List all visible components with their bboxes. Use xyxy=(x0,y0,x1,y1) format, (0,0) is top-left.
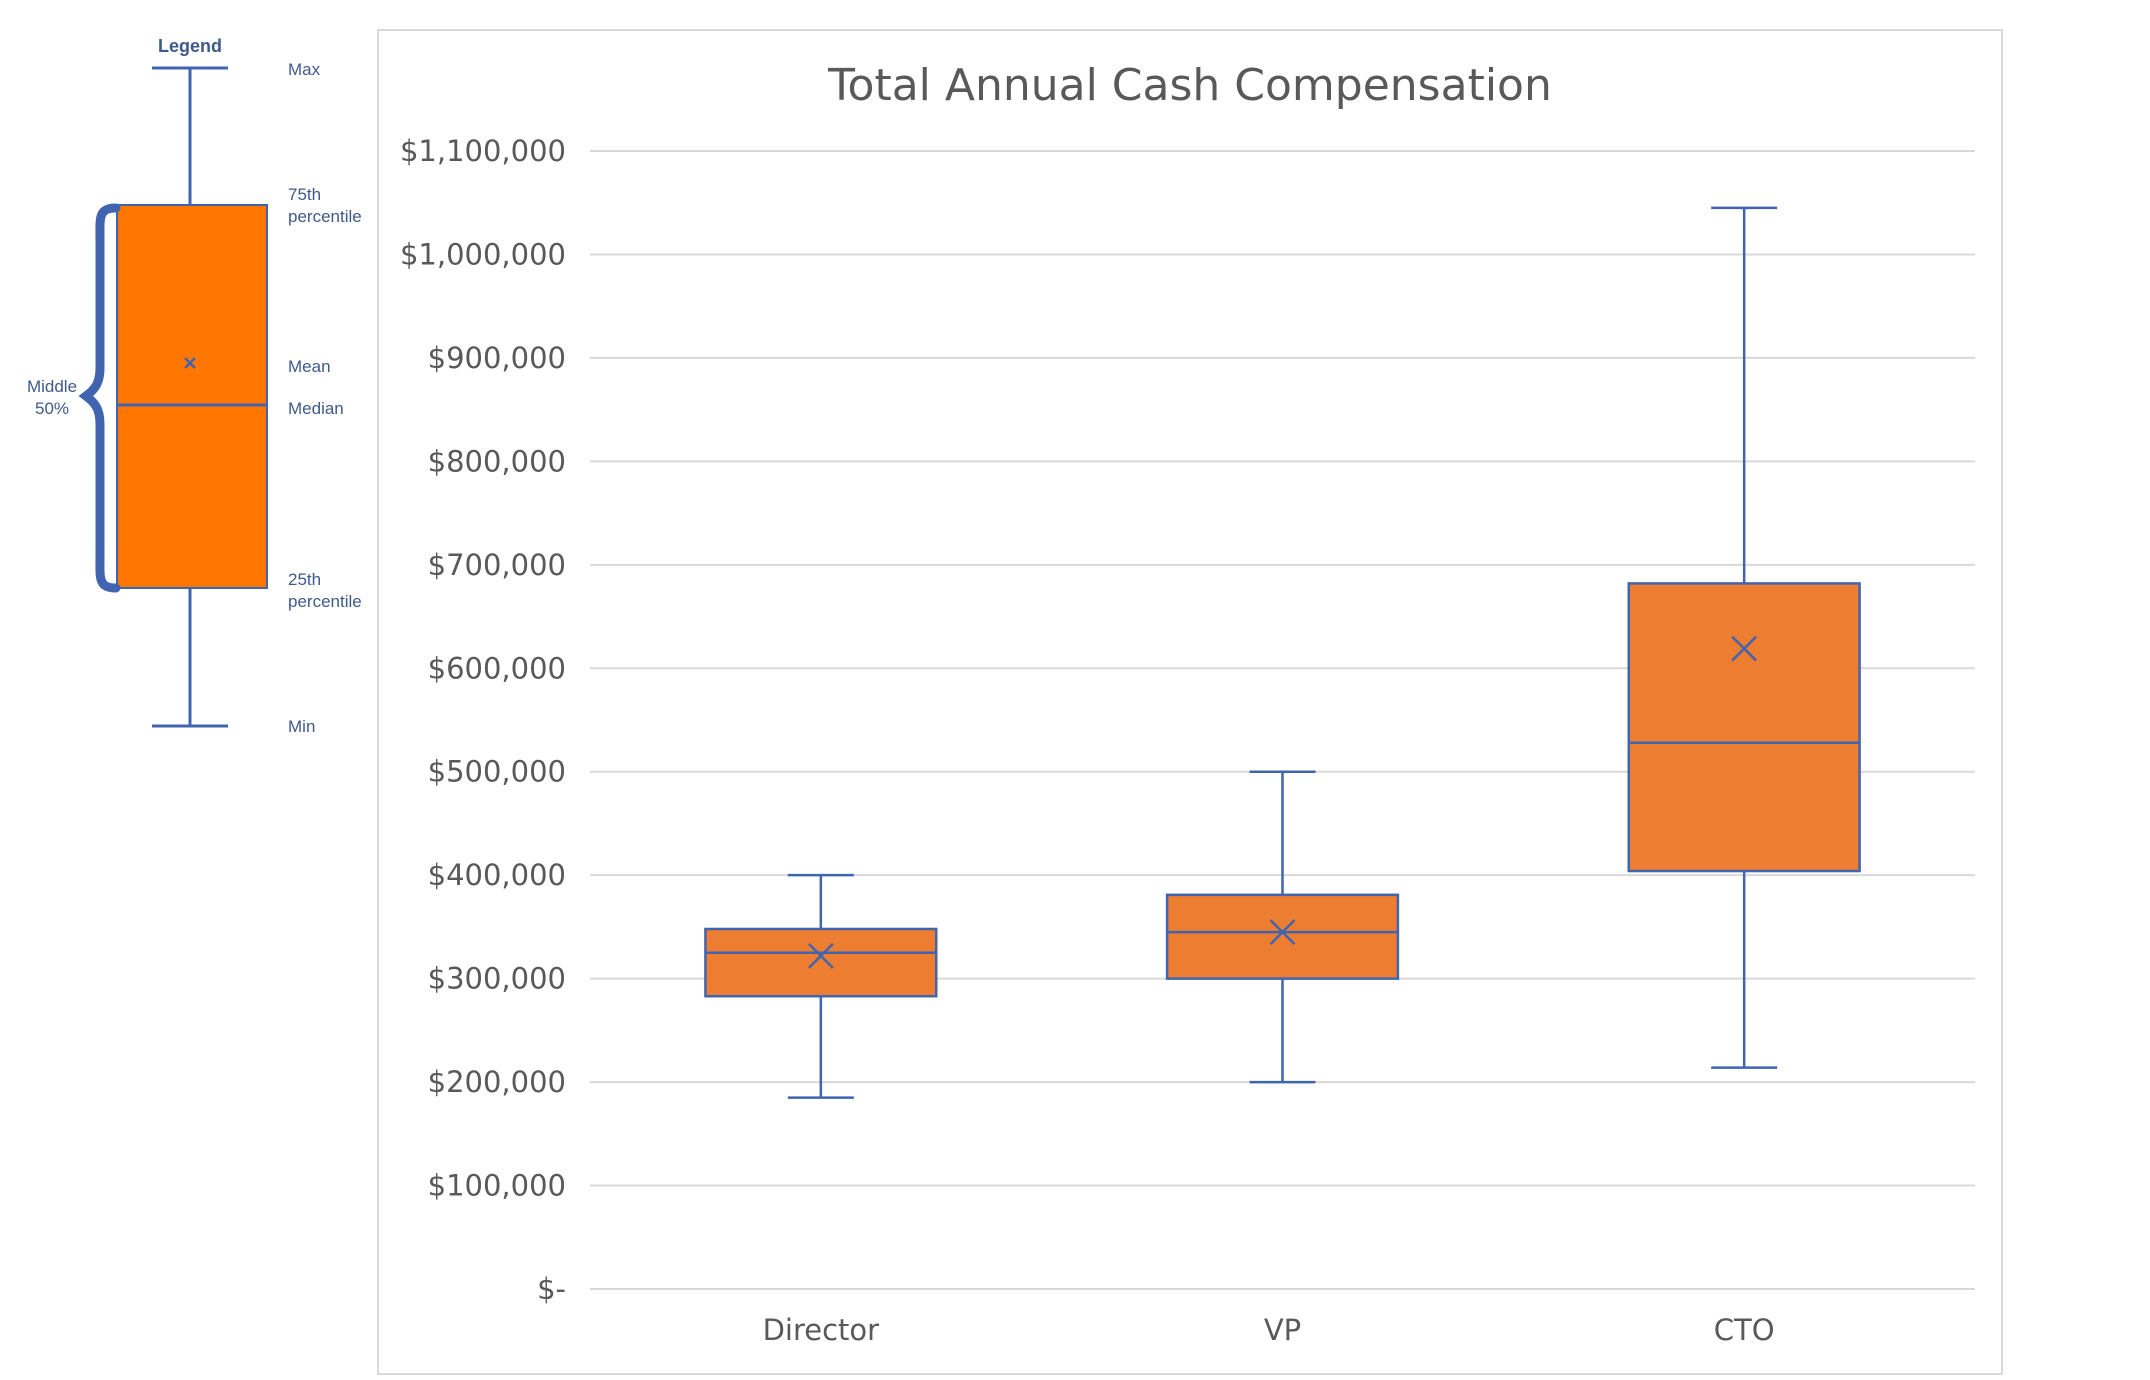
y-tick-label: $900,000 xyxy=(428,341,566,375)
legend-median-label: Median xyxy=(288,399,344,418)
mean-marker xyxy=(807,942,834,969)
y-tick-label: $100,000 xyxy=(428,1169,566,1203)
legend-middle-label: Middle xyxy=(27,377,77,396)
box-plot-director xyxy=(704,873,938,1099)
y-tick-label: $400,000 xyxy=(428,858,566,892)
y-tick-label: $200,000 xyxy=(428,1065,566,1099)
legend-brace xyxy=(78,203,121,593)
legend-mean-label: Mean xyxy=(288,357,331,376)
legend-p75-label: 75th xyxy=(288,185,321,204)
mean-marker xyxy=(1269,919,1296,945)
legend: Legend Max 75th percentile Mean Median 2… xyxy=(27,36,362,736)
y-tick-label: $700,000 xyxy=(428,548,566,582)
y-tick-label: $1,100,000 xyxy=(400,134,566,168)
iqr-box xyxy=(704,927,938,998)
y-tick-label: $800,000 xyxy=(428,444,566,478)
iqr-box xyxy=(1165,893,1400,980)
y-tick-label: $1,000,000 xyxy=(400,237,566,271)
legend-box xyxy=(116,204,268,589)
x-category-label: Director xyxy=(763,1313,880,1347)
box-plot-vp xyxy=(1165,770,1400,1084)
y-tick-label: $600,000 xyxy=(428,651,566,685)
legend-p25-label-2: percentile xyxy=(288,592,362,611)
legend-p25-label: 25th xyxy=(288,570,321,589)
y-tick-label: $300,000 xyxy=(428,962,566,996)
iqr-box xyxy=(1627,582,1861,873)
legend-max-label: Max xyxy=(288,60,321,79)
legend-middle-label-2: 50% xyxy=(35,399,69,418)
legend-mean-marker xyxy=(184,357,196,369)
chart-title: Total Annual Cash Compensation xyxy=(827,60,1552,111)
y-tick-label: $500,000 xyxy=(428,755,566,789)
y-axis-tick-labels: $- $100,000 $200,000 $300,000 $400,000 $500,0… xyxy=(400,134,566,1306)
mean-marker xyxy=(1731,635,1758,662)
y-tick-label: $- xyxy=(537,1272,566,1306)
legend-p75-label-2: percentile xyxy=(288,207,362,226)
x-axis-category-labels: Director VP CTO xyxy=(763,1313,1775,1347)
legend-min-label: Min xyxy=(288,717,315,736)
x-category-label: CTO xyxy=(1714,1313,1775,1347)
x-category-label: VP xyxy=(1264,1313,1301,1347)
box-plot-cto xyxy=(1627,206,1861,1069)
legend-title: Legend xyxy=(158,36,222,56)
box-plots xyxy=(704,206,1861,1099)
